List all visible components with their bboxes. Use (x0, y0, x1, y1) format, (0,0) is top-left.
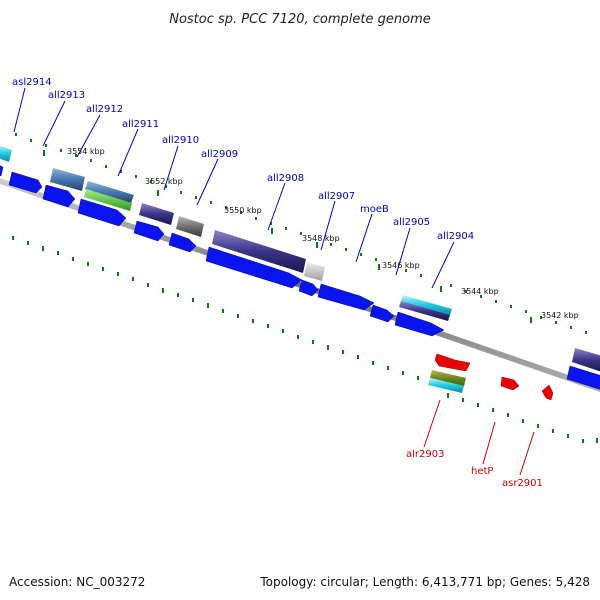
gene-label-all2908[interactable]: all2908 (267, 173, 304, 184)
gene-label-alr2903[interactable]: alr2903 (406, 449, 444, 460)
gene-label-all2913[interactable]: all2913 (48, 90, 85, 101)
tick-label: 3552 kbp (145, 177, 183, 186)
gene-arrow[interactable] (298, 279, 319, 297)
gene-arrow[interactable] (566, 365, 600, 390)
gene-feature[interactable] (50, 168, 85, 191)
gene-feature[interactable] (84, 189, 132, 211)
forward-gene-labels: alr2903 hetP asr2901 (406, 449, 543, 489)
gene-label-all2905[interactable]: all2905 (393, 217, 430, 228)
gene-feature[interactable] (212, 230, 306, 273)
tick-label: 3554 kbp (67, 147, 105, 156)
gene-label-moeB[interactable]: moeB (360, 204, 389, 215)
reverse-gene-labels: asl2914 all2913 all2912 all2911 all2910 … (12, 77, 474, 242)
map-title: Nostoc sp. PCC 7120, complete genome (169, 12, 431, 27)
gene-feature[interactable] (428, 378, 464, 393)
gene-arrow[interactable] (205, 246, 303, 289)
gene-feature[interactable] (139, 203, 174, 225)
label-leaders (13, 87, 535, 476)
gene-features (0, 145, 600, 393)
gene-arrow[interactable] (42, 184, 76, 208)
upper-tick-line (15, 133, 587, 334)
gene-arrow[interactable] (541, 384, 554, 401)
reverse-genes (0, 165, 600, 390)
gene-feature[interactable] (0, 145, 12, 162)
tick-label: 3544 kbp (461, 287, 499, 296)
gene-arrow[interactable] (369, 304, 395, 323)
lower-tick-line (12, 236, 598, 443)
gene-arrow[interactable] (394, 311, 445, 337)
gene-label-all2911[interactable]: all2911 (122, 119, 159, 130)
gene-arrow[interactable] (500, 376, 520, 391)
genome-summary-text: Topology: circular; Length: 6,413,771 bp… (259, 575, 590, 589)
gene-feature[interactable] (401, 295, 452, 315)
gene-arrow[interactable] (317, 283, 375, 311)
gene-arrow[interactable] (168, 232, 197, 253)
gene-label-all2904[interactable]: all2904 (437, 231, 474, 242)
gene-arrow[interactable] (0, 165, 4, 177)
accession-text: Accession: NC_003272 (9, 575, 145, 589)
gene-label-all2910[interactable]: all2910 (162, 135, 199, 146)
tick-label: 3550 kbp (224, 206, 262, 215)
tick-label: 3548 kbp (302, 234, 340, 243)
gene-label-all2909[interactable]: all2909 (201, 149, 238, 160)
gene-feature[interactable] (572, 348, 600, 372)
gene-feature[interactable] (399, 301, 450, 321)
gene-label-asr2901[interactable]: asr2901 (502, 478, 543, 489)
gene-feature[interactable] (304, 262, 325, 281)
gene-label-asl2914[interactable]: asl2914 (12, 77, 52, 88)
gene-feature[interactable] (430, 370, 466, 386)
gene-feature[interactable] (85, 181, 134, 203)
tick-label: 3546 kbp (382, 261, 420, 270)
gene-label-all2907[interactable]: all2907 (318, 191, 355, 202)
gene-arrow[interactable] (133, 220, 165, 242)
gene-arrow[interactable] (77, 198, 127, 227)
gene-arrow[interactable] (434, 353, 471, 372)
gene-feature[interactable] (176, 216, 204, 237)
forward-genes (434, 353, 554, 401)
gene-label-hetP[interactable]: hetP (471, 466, 493, 477)
gene-label-all2912[interactable]: all2912 (86, 104, 123, 115)
gene-arrow[interactable] (8, 171, 43, 194)
tick-label: 3542 kbp (541, 311, 579, 320)
